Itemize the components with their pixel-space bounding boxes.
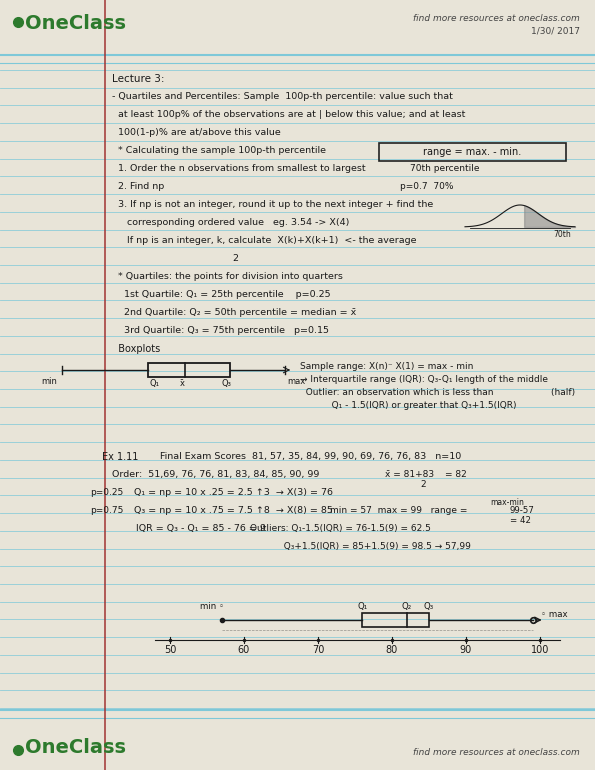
Text: 2nd Quartile: Q₂ = 50th percentile = median = x̄: 2nd Quartile: Q₂ = 50th percentile = med… [112, 308, 356, 317]
Text: find more resources at oneclass.com: find more resources at oneclass.com [414, 748, 580, 757]
Text: Q₂: Q₂ [402, 602, 412, 611]
Text: * Quartiles: the points for division into quarters: * Quartiles: the points for division int… [112, 272, 343, 281]
Text: p=0.7  70%: p=0.7 70% [400, 182, 453, 191]
Text: 60: 60 [238, 645, 250, 655]
Text: Boxplots: Boxplots [112, 344, 160, 354]
Text: x̄ = 81+83: x̄ = 81+83 [385, 470, 434, 479]
Text: 1. Order the n observations from smallest to largest: 1. Order the n observations from smalles… [112, 164, 365, 173]
Text: 50: 50 [164, 645, 176, 655]
Text: Sample range: X(n)⁻ X(1) = max - min: Sample range: X(n)⁻ X(1) = max - min [300, 362, 474, 371]
Text: range = max. - min.: range = max. - min. [424, 147, 522, 157]
Text: Q₃: Q₃ [222, 379, 232, 388]
Text: min: min [41, 377, 57, 386]
Text: 99-57: 99-57 [510, 506, 535, 515]
Text: corresponding ordered value   eg. 3.54 -> X(4): corresponding ordered value eg. 3.54 -> … [112, 218, 349, 227]
Text: Final Exam Scores  81, 57, 35, 84, 99, 90, 69, 76, 76, 83   n=10: Final Exam Scores 81, 57, 35, 84, 99, 90… [160, 452, 461, 461]
Text: Q₃: Q₃ [424, 602, 434, 611]
Text: 70th: 70th [553, 230, 571, 239]
Text: Q₃+1.5(IQR) = 85+1.5(9) = 98.5 → 57,99: Q₃+1.5(IQR) = 85+1.5(9) = 98.5 → 57,99 [255, 542, 471, 551]
Text: 3. If np is not an integer, round it up to the next integer + find the: 3. If np is not an integer, round it up … [112, 200, 433, 209]
Text: Q₁ - 1.5(IQR) or greater that Q₃+1.5(IQR): Q₁ - 1.5(IQR) or greater that Q₃+1.5(IQR… [300, 401, 516, 410]
Text: 2: 2 [232, 254, 238, 263]
Text: 1st Quartile: Q₁ = 25th percentile    p=0.25: 1st Quartile: Q₁ = 25th percentile p=0.2… [112, 290, 331, 299]
Text: x̄: x̄ [180, 379, 185, 388]
Text: max: max [287, 377, 305, 386]
Text: at least 100p% of the observations are at | below this value; and at least: at least 100p% of the observations are a… [112, 110, 465, 119]
Text: Lecture 3:: Lecture 3: [112, 74, 164, 84]
Text: Q₁: Q₁ [150, 379, 160, 388]
Bar [362, 613, 429, 627]
Text: max-min: max-min [490, 498, 524, 507]
Text: Q₁: Q₁ [357, 602, 368, 611]
Text: = 82: = 82 [445, 470, 466, 479]
Text: OneClass: OneClass [25, 14, 126, 33]
Text: Outliers: Q₁-1.5(IQR) = 76-1.5(9) = 62.5: Outliers: Q₁-1.5(IQR) = 76-1.5(9) = 62.5 [250, 524, 431, 533]
Text: IQR = Q₃ - Q₁ = 85 - 76 = 9: IQR = Q₃ - Q₁ = 85 - 76 = 9 [112, 524, 266, 533]
Text: 2: 2 [420, 480, 425, 489]
Text: 70: 70 [312, 645, 324, 655]
Text: = 42: = 42 [510, 516, 531, 525]
Text: * Calculating the sample 100p-th percentile: * Calculating the sample 100p-th percent… [112, 146, 326, 155]
Text: → Interquartile range (IQR): Q₃-Q₁ length of the middle: → Interquartile range (IQR): Q₃-Q₁ lengt… [300, 375, 548, 384]
Text: Order:  51,69, 76, 76, 81, 83, 84, 85, 90, 99: Order: 51,69, 76, 76, 81, 83, 84, 85, 90… [112, 470, 320, 479]
Text: find more resources at oneclass.com: find more resources at oneclass.com [414, 14, 580, 23]
Text: Q₃ = np = 10 x .75 = 7.5 ↑8  → X(8) = 85: Q₃ = np = 10 x .75 = 7.5 ↑8 → X(8) = 85 [134, 506, 333, 515]
Text: - Quartiles and Percentiles: Sample  100p-th percentile: value such that: - Quartiles and Percentiles: Sample 100p… [112, 92, 453, 101]
Text: 100(1-p)% are at/above this value: 100(1-p)% are at/above this value [112, 128, 281, 137]
Text: 80: 80 [386, 645, 398, 655]
Text: 100: 100 [531, 645, 549, 655]
Text: 90: 90 [460, 645, 472, 655]
Text: ◦ max: ◦ max [541, 610, 567, 619]
Text: p=0.75: p=0.75 [90, 506, 123, 515]
Text: 70th percentile: 70th percentile [410, 164, 480, 173]
Text: Q₁ = np = 10 x .25 = 2.5 ↑3  → X(3) = 76: Q₁ = np = 10 x .25 = 2.5 ↑3 → X(3) = 76 [134, 488, 333, 497]
Text: 2. Find np: 2. Find np [112, 182, 164, 191]
Text: p=0.25: p=0.25 [90, 488, 123, 497]
Bar [148, 363, 230, 377]
Text: min = 57  max = 99   range =: min = 57 max = 99 range = [330, 506, 468, 515]
Text: 1/30/ 2017: 1/30/ 2017 [531, 26, 580, 35]
Text: Outlier: an observation which is less than                    (half): Outlier: an observation which is less th… [300, 388, 575, 397]
Text: 3rd Quartile: Q₃ = 75th percentile   p=0.15: 3rd Quartile: Q₃ = 75th percentile p=0.1… [112, 326, 329, 335]
Text: OneClass: OneClass [25, 738, 126, 757]
Text: If np is an integer, k, calculate  X(k)+X(k+1)  <- the average: If np is an integer, k, calculate X(k)+X… [112, 236, 416, 245]
Text: Ex 1.11: Ex 1.11 [102, 452, 139, 462]
Text: min ◦: min ◦ [200, 602, 224, 611]
